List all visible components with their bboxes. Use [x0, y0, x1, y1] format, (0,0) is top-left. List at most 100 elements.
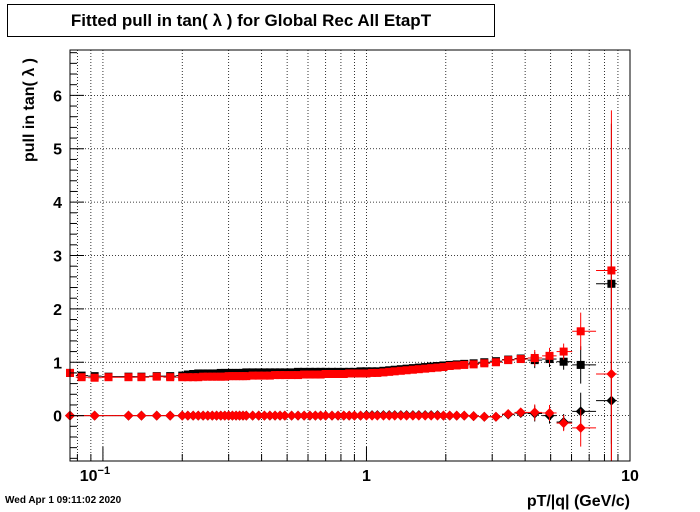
- data-point-diamond: [515, 407, 526, 418]
- data-point-square: [77, 373, 86, 382]
- timestamp: Wed Apr 1 09:11:02 2020: [5, 495, 122, 506]
- axes: 0 1 2 3 4 5 6 10−1 1 10: [53, 49, 639, 485]
- data-point-diamond: [444, 410, 455, 421]
- data-point-diamond: [426, 410, 437, 421]
- data-point-square: [208, 372, 217, 381]
- data-point-square: [334, 369, 343, 378]
- data-point-diamond: [432, 410, 443, 421]
- data-point-square: [362, 369, 371, 378]
- data-point-diamond: [304, 410, 315, 421]
- data-point-square: [545, 351, 554, 360]
- y-tick-label: 5: [53, 142, 62, 159]
- data-point-diamond: [299, 410, 310, 421]
- data-point-diamond: [136, 410, 147, 421]
- data-point-square: [480, 359, 489, 368]
- data-point-square: [516, 355, 525, 364]
- x-tick-label: 1: [362, 468, 371, 485]
- data-point-diamond: [315, 410, 326, 421]
- data-point-square: [311, 370, 320, 379]
- y-tick-label: 2: [53, 302, 62, 319]
- data-point-diamond: [606, 368, 617, 379]
- data-point-square: [276, 371, 285, 380]
- data-point-diamond: [384, 410, 395, 421]
- data-point-diamond: [401, 410, 412, 421]
- y-tick-label: 1: [53, 355, 62, 372]
- data-point-square: [271, 371, 280, 380]
- data-point-square: [316, 370, 325, 379]
- data-point-diamond: [338, 410, 349, 421]
- data-point-diamond: [253, 410, 264, 421]
- data-point-square: [260, 371, 269, 380]
- data-point-square: [183, 373, 192, 382]
- x-axis-label: pT/|q| (GeV/c): [526, 493, 630, 510]
- data-point-square: [368, 368, 377, 377]
- data-point-diamond: [333, 410, 344, 421]
- data-point-diamond: [320, 410, 331, 421]
- data-point-diamond: [123, 410, 134, 421]
- data-point-diamond: [367, 410, 378, 421]
- data-point-diamond: [529, 407, 540, 418]
- data-point-square: [491, 358, 500, 367]
- data-point-square: [242, 372, 251, 381]
- data-point-square: [530, 353, 539, 362]
- data-point-square: [452, 361, 461, 370]
- data-point-diamond: [372, 410, 383, 421]
- data-point-square: [265, 371, 274, 380]
- data-point-square: [427, 364, 436, 373]
- data-point-diamond: [544, 407, 555, 418]
- data-point-diamond: [420, 410, 431, 421]
- data-point-diamond: [177, 410, 188, 421]
- data-point-diamond: [349, 410, 360, 421]
- data-point-square: [339, 369, 348, 378]
- data-point-diamond: [479, 411, 490, 422]
- data-point-diamond: [310, 410, 321, 421]
- data-point-diamond: [279, 410, 290, 421]
- y-tick-label: 6: [53, 88, 62, 105]
- data-point-diamond: [293, 410, 304, 421]
- data-point-square: [439, 363, 448, 372]
- data-point-diamond: [247, 410, 258, 421]
- data-point-diamond: [188, 410, 199, 421]
- series-0: [66, 123, 617, 444]
- data-point-square: [287, 371, 296, 380]
- data-point-square: [254, 371, 263, 380]
- data-point-square: [194, 373, 203, 382]
- data-point-square: [166, 373, 175, 382]
- data-point-diamond: [459, 410, 470, 421]
- data-point-square: [124, 373, 133, 382]
- data-point-diamond: [327, 410, 338, 421]
- y-tick-label: 0: [53, 409, 62, 426]
- data-point-square: [203, 372, 212, 381]
- data-point-diamond: [490, 411, 501, 422]
- data-point-diamond: [503, 409, 514, 420]
- data-point-square: [385, 367, 394, 376]
- y-axis-label: pull in tan( λ ): [21, 58, 38, 162]
- data-point-diamond: [241, 410, 252, 421]
- data-point-square: [445, 361, 454, 370]
- y-tick-label: 4: [53, 195, 62, 212]
- data-point-diamond: [407, 410, 418, 421]
- data-point-square: [408, 365, 417, 374]
- data-point-diamond: [378, 410, 389, 421]
- data-point-square: [152, 372, 161, 381]
- data-point-square: [390, 367, 399, 376]
- y-tick-label: 3: [53, 249, 62, 266]
- data-point-square: [402, 366, 411, 375]
- data-point-diamond: [575, 422, 586, 433]
- data-point-square: [248, 371, 257, 380]
- series-3: [65, 213, 617, 461]
- data-point-diamond: [558, 418, 569, 429]
- data-point-diamond: [389, 410, 400, 421]
- data-point-square: [199, 372, 208, 381]
- chart-title: Fitted pull in tan( λ ) for Global Rec A…: [7, 4, 495, 37]
- data-point-diamond: [259, 410, 270, 421]
- data-point-square: [280, 371, 289, 380]
- series-layer: [65, 110, 617, 461]
- data-point-square: [90, 373, 99, 382]
- grid-lines: [70, 50, 631, 461]
- data-point-diamond: [151, 410, 162, 421]
- data-point-square: [504, 356, 513, 365]
- data-point-square: [373, 368, 382, 377]
- data-point-diamond: [438, 410, 449, 421]
